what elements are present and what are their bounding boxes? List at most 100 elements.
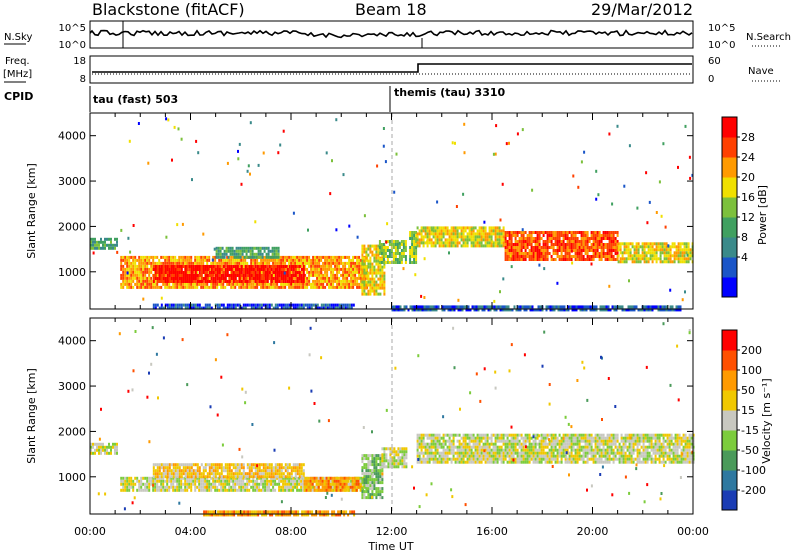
power-cell: [440, 235, 443, 239]
power-cell: [264, 280, 267, 283]
power-cell: [255, 255, 258, 259]
power-cell: [639, 260, 642, 264]
velocity-cell: [192, 476, 195, 480]
velocity-cell: [200, 485, 203, 489]
velocity-cell: [373, 493, 376, 497]
velocity-cell: [272, 479, 275, 483]
power-cell: [328, 261, 331, 265]
power-cell: [484, 229, 487, 233]
power-cell: [522, 255, 525, 258]
velocity-cell: [268, 472, 271, 476]
power-cell: [288, 280, 291, 283]
power-cell: [616, 258, 619, 261]
power-cell: [582, 246, 585, 249]
power-cell: [286, 268, 289, 271]
power-cell: [539, 305, 542, 309]
power-cell: [300, 306, 303, 310]
power-cell: [284, 274, 287, 277]
power-cell: [236, 261, 239, 265]
velocity-cell: [246, 475, 249, 479]
velocity-cell: [341, 482, 344, 486]
power-cell: [363, 277, 366, 281]
power-cell: [298, 285, 301, 289]
velocity-cell: [232, 472, 235, 476]
power-cell: [383, 289, 386, 293]
power-cell: [237, 249, 240, 253]
power-cell: [268, 274, 271, 277]
velocity-cell: [345, 485, 348, 489]
power-cell: [328, 267, 331, 271]
power-cell: [380, 252, 383, 255]
power-cell: [613, 305, 616, 309]
velocity-cell: [332, 485, 335, 489]
power-cell: [180, 303, 183, 307]
power-cell: [625, 248, 628, 252]
power-cell: [574, 252, 577, 255]
power-cell: [627, 254, 630, 258]
power-cell: [592, 231, 595, 234]
velocity-cell: [176, 466, 179, 470]
power-cell: [358, 276, 361, 280]
power-cell: [367, 265, 370, 269]
power-cell: [375, 256, 378, 260]
power-cell: [132, 273, 135, 277]
power-cell: [415, 246, 418, 249]
power-cell: [316, 273, 319, 277]
power-cell: [358, 267, 361, 271]
power-cell: [525, 305, 528, 309]
velocity-cell: [160, 488, 163, 492]
power-cell: [292, 303, 295, 307]
power-cell: [150, 264, 153, 268]
velocity-cell: [303, 488, 306, 492]
velocity-cell: [212, 463, 215, 467]
power-cell: [338, 276, 341, 280]
power-cell: [598, 258, 601, 261]
power-cell: [116, 237, 118, 241]
velocity-cell: [302, 479, 305, 483]
velocity-cell: [341, 485, 344, 489]
power-cell: [184, 285, 187, 289]
velocity-cell: [224, 482, 227, 486]
velocity-cell: [186, 463, 189, 467]
velocity-cell: [244, 475, 247, 479]
power-cell: [382, 243, 385, 246]
velocity-cell: [186, 488, 189, 492]
power-cell: [422, 226, 425, 230]
velocity-cell: [186, 466, 189, 470]
velocity-cell: [214, 469, 217, 473]
power-cell: [180, 258, 183, 262]
power-cell: [200, 255, 203, 259]
velocity-cell: [371, 460, 374, 464]
power-cell: [446, 229, 449, 233]
power-cell: [466, 244, 469, 248]
power-scatter-point: [571, 261, 574, 265]
velocity-cell: [262, 472, 265, 476]
power-cell: [132, 255, 135, 259]
power-cell: [336, 264, 339, 268]
velocity-cell: [126, 485, 129, 489]
power-scatter-point: [436, 200, 439, 204]
power-cell: [564, 243, 567, 246]
velocity-cell: [180, 463, 183, 467]
power-cell: [178, 282, 181, 286]
power-cell: [602, 246, 605, 249]
power-cell: [312, 255, 315, 259]
velocity-cell: [294, 475, 297, 479]
power-cell: [476, 241, 479, 245]
velocity-cell: [323, 488, 326, 492]
power-cell: [472, 226, 475, 230]
power-cell: [426, 226, 429, 230]
velocity-cell: [184, 475, 187, 479]
power-cell: [214, 258, 217, 262]
power-cell: [150, 270, 153, 274]
power-cell: [152, 268, 155, 271]
power-cell: [246, 285, 249, 289]
velocity-cell: [276, 472, 279, 476]
power-cell: [568, 246, 571, 249]
power-cell: [298, 306, 301, 310]
power-cell: [482, 226, 485, 230]
power-cell: [200, 306, 203, 310]
velocity-cell: [156, 479, 159, 483]
velocity-cell: [381, 490, 384, 494]
power-cell: [460, 235, 463, 239]
